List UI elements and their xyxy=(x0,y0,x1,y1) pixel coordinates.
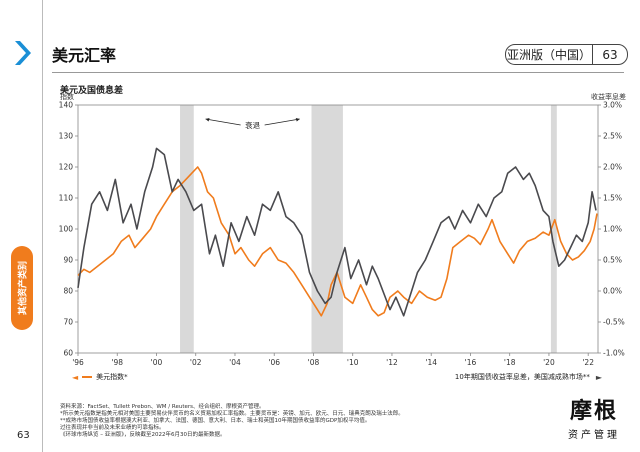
left-arrow-icon: ◄ xyxy=(72,372,79,382)
page-title: 美元汇率 xyxy=(52,46,117,65)
legend-spread: 10年期国债收益率息差，美国减成熟市场** ► xyxy=(455,372,602,382)
x-tick-label: '18 xyxy=(504,358,516,367)
footnote-line: 《环球市场纵览 – 亚洲版》，反映截至2022年6月30日的最新数据。 xyxy=(60,432,226,438)
footnotes: 资料来源：FactSet、Tullett Prebon、WM / Reuters… xyxy=(60,404,500,439)
y-right-tick-label: 2.5% xyxy=(603,132,622,141)
y-left-tick-label: 70 xyxy=(63,318,73,327)
y-right-tick-label: 0.0% xyxy=(603,287,622,296)
x-tick-label: '04 xyxy=(229,358,241,367)
y-left-tick-label: 120 xyxy=(59,163,74,172)
x-tick-label: '20 xyxy=(543,358,555,367)
recession-band xyxy=(180,105,194,353)
y-right-tick-label: 1.0% xyxy=(603,225,622,234)
x-tick-label: '22 xyxy=(582,358,594,367)
y-axis-left-label: 指数 xyxy=(60,93,74,101)
company-logo: 摩根 资产管理 xyxy=(560,398,628,441)
region-divider xyxy=(592,45,593,64)
legend-dollar-swatch xyxy=(82,376,93,378)
footnote-line: **成熟市场国债收益率根据澳大利亚、加拿大、法国、德国、意大利、日本、瑞士和英国… xyxy=(60,418,371,424)
y-left-tick-label: 80 xyxy=(63,287,73,296)
x-tick-label: '12 xyxy=(386,358,398,367)
recession-band xyxy=(311,105,343,353)
y-right-tick-label: 3.0% xyxy=(603,101,622,110)
y-axis-right-label: 收益率息差 xyxy=(591,93,626,101)
y-left-tick-label: 100 xyxy=(59,225,74,234)
chevron-right-icon xyxy=(15,41,31,65)
x-tick-label: '10 xyxy=(347,358,359,367)
region-label: 亚洲版（中国） xyxy=(506,48,591,62)
y-right-tick-label: 2.0% xyxy=(603,163,622,172)
chart-title: 美元及国债息差 xyxy=(60,86,124,96)
logo-main: 摩根 xyxy=(569,398,618,424)
recession-arrowhead-right xyxy=(295,118,300,122)
legend-dollar-label: 美元指数* xyxy=(96,373,128,381)
x-tick-label: '96 xyxy=(72,358,84,367)
y-left-tick-label: 60 xyxy=(63,349,73,358)
footnote-line: *所示美元指数是指美元相对美国主要贸易伙伴货币的名义贸易加权汇率指数。主要货币是… xyxy=(60,411,404,417)
recession-label: 衰退 xyxy=(245,120,260,130)
region-badge: 亚洲版（中国） 63 xyxy=(505,44,628,65)
yield-spread-line xyxy=(77,147,597,317)
y-right-tick-label: 0.5% xyxy=(603,256,622,265)
y-left-tick-label: 140 xyxy=(59,101,74,110)
x-tick-label: '00 xyxy=(151,358,163,367)
y-left-tick-label: 110 xyxy=(59,194,74,203)
x-tick-label: '02 xyxy=(190,358,202,367)
recession-arrowhead-left xyxy=(205,118,210,122)
x-tick-label: '16 xyxy=(465,358,477,367)
logo-sub: 资产管理 xyxy=(568,430,620,441)
x-tick-label: '08 xyxy=(308,358,320,367)
footnote-line: 过往表现并非当前及未来业绩的可靠指标。 xyxy=(60,425,165,431)
recession-band xyxy=(550,105,557,353)
x-tick-label: '06 xyxy=(268,358,280,367)
legend-spread-label: 10年期国债收益率息差，美国减成熟市场** xyxy=(454,373,590,381)
y-left-tick-label: 90 xyxy=(63,256,73,265)
margin-divider xyxy=(42,0,43,452)
header-divider xyxy=(52,72,624,73)
y-right-tick-label: -0.5% xyxy=(603,318,625,327)
legend-dollar: ◄ 美元指数* xyxy=(72,372,128,382)
x-tick-label: '14 xyxy=(425,358,437,367)
y-right-tick-label: -1.0% xyxy=(603,349,625,358)
y-left-tick-label: 130 xyxy=(59,132,74,141)
page-number: 63 xyxy=(17,430,30,441)
section-tab[interactable]: 其他资产类别 xyxy=(11,246,33,330)
recession-arrow-left xyxy=(205,118,241,126)
x-tick-label: '98 xyxy=(111,358,123,367)
right-arrow-icon: ► xyxy=(595,372,602,382)
y-right-tick-label: 1.5% xyxy=(603,194,622,203)
region-page-number: 63 xyxy=(602,47,618,62)
recession-arrow-right xyxy=(264,118,300,126)
footnote-line: 资料来源：FactSet、Tullett Prebon、WM / Reuters… xyxy=(60,404,265,410)
